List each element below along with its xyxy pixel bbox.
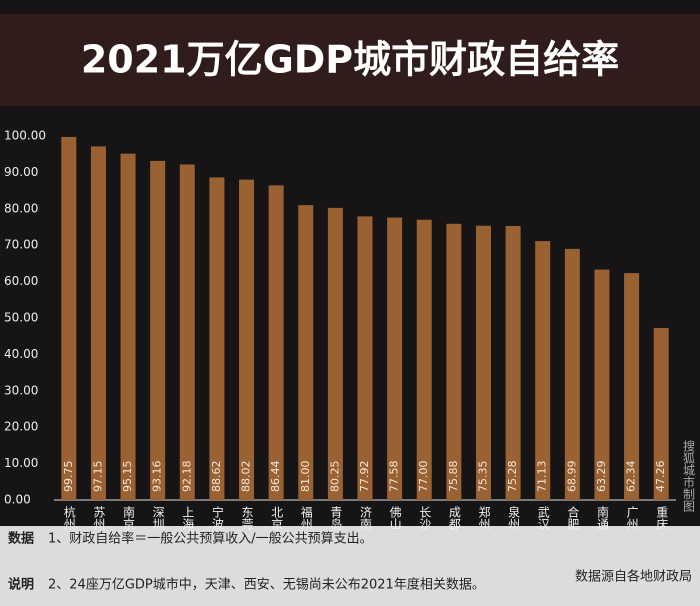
y-tick-label: 70.00: [4, 238, 38, 252]
bar: [150, 160, 166, 501]
bar: [505, 225, 521, 500]
note-text: 2、24座万亿GDP城市中，天津、西安、无锡尚未公布2021年度相关数据。: [48, 577, 485, 593]
bar: [61, 136, 77, 500]
x-tick-label: 合肥: [566, 505, 580, 530]
x-tick-label: 北京: [270, 506, 284, 531]
value-label: 75.28: [506, 461, 519, 493]
y-tick-label: 0.00: [4, 493, 31, 507]
value-label: 71.13: [536, 461, 549, 493]
value-label: 93.16: [151, 461, 164, 493]
bar: [120, 153, 136, 501]
bar: [564, 248, 580, 500]
x-tick-label: 南通: [595, 505, 609, 530]
value-label: 62.34: [625, 461, 638, 493]
x-tick-label: 南京: [122, 505, 136, 531]
x-tick-label: 深圳: [151, 506, 165, 530]
bar: [475, 225, 491, 500]
y-tick-label: 40.00: [4, 347, 38, 361]
value-label: 80.25: [328, 461, 341, 493]
note-label: 说明: [8, 577, 34, 593]
bar: [298, 205, 314, 500]
y-tick-label: 50.00: [4, 311, 38, 325]
x-tick-label: 郑州: [477, 505, 491, 530]
x-tick-label: 佛山: [388, 506, 402, 530]
y-tick-label: 80.00: [4, 201, 38, 215]
value-label: 97.15: [91, 461, 104, 493]
x-tick-label: 成都: [447, 506, 461, 530]
x-tick-label: 杭州: [62, 505, 76, 530]
x-tick-label: 泉州: [507, 506, 521, 530]
bar: [387, 217, 403, 500]
bar: [327, 207, 343, 500]
bar: [239, 179, 255, 501]
value-label: 81.00: [299, 461, 312, 493]
value-label: 77.58: [388, 461, 401, 493]
bar: [357, 216, 373, 500]
x-tick-label: 宁波: [210, 505, 224, 531]
x-tick-label: 济南: [359, 505, 373, 530]
x-tick-label: 福州: [299, 505, 313, 530]
title-band: [0, 14, 700, 106]
x-tick-label: 东莞: [240, 506, 254, 531]
value-label: 68.99: [565, 461, 578, 493]
source: 数据源自各地财政局: [575, 569, 692, 585]
value-label: 75.88: [447, 461, 460, 493]
y-tick-label: 60.00: [4, 274, 38, 288]
x-tick-label: 青岛: [329, 506, 343, 531]
x-tick-label: 苏州: [92, 506, 106, 530]
value-label: 88.62: [210, 461, 223, 493]
bar: [179, 164, 195, 501]
value-label: 95.15: [121, 461, 134, 493]
note-label: 数据: [8, 531, 34, 547]
bar: [594, 269, 610, 500]
x-tick-label: 上海: [181, 506, 195, 530]
bar: [209, 177, 225, 500]
bar: [416, 219, 432, 500]
y-tick-label: 20.00: [4, 420, 38, 434]
x-tick-label: 武汉: [536, 506, 550, 530]
x-tick-label: 重庆: [655, 506, 669, 530]
bar: [624, 273, 640, 500]
bar: [90, 146, 106, 500]
note-text: 1、财政自给率＝一般公共预算收入/一般公共预算支出。: [48, 531, 373, 547]
value-label: 86.44: [269, 461, 282, 493]
y-tick-label: 30.00: [4, 383, 38, 397]
value-label: 88.02: [240, 461, 253, 493]
value-label: 92.18: [180, 461, 193, 493]
bar: [446, 223, 462, 500]
y-tick-label: 90.00: [4, 165, 38, 179]
x-tick-label: 广州: [625, 506, 639, 530]
y-tick-label: 100.00: [4, 129, 46, 143]
value-label: 47.26: [654, 461, 667, 493]
bar: [268, 185, 284, 500]
value-label: 99.75: [62, 461, 75, 493]
bar: [535, 241, 551, 501]
bar: [653, 327, 669, 500]
value-label: 63.29: [595, 461, 608, 493]
value-label: 77.92: [358, 461, 371, 493]
chart-title: 2021万亿GDP城市财政自给率: [81, 38, 619, 82]
watermark: 搜狐城市制图: [682, 439, 696, 512]
y-tick-label: 10.00: [4, 456, 38, 470]
x-tick-label: 长沙: [418, 506, 432, 530]
value-label: 77.00: [417, 461, 430, 493]
footer-band: [0, 526, 700, 606]
value-label: 75.35: [476, 461, 489, 493]
